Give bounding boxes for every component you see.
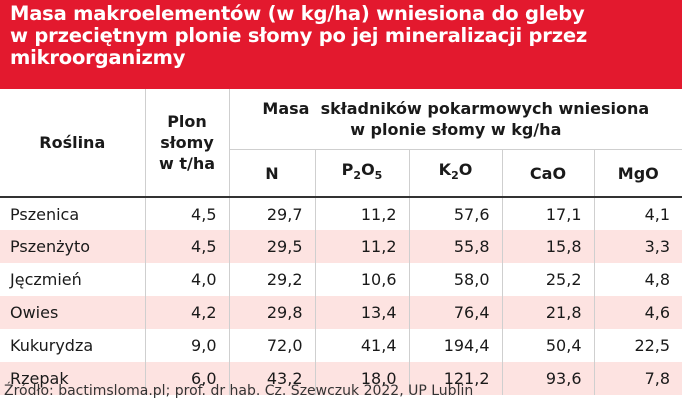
cell-mgo: 4,6: [593, 296, 682, 329]
cell-mgo: 4,1: [593, 197, 682, 230]
cell-cao: 50,4: [501, 329, 594, 362]
cell-yield: 6,0: [144, 362, 229, 395]
cell-crop: Pszenżyto: [0, 230, 145, 263]
cell-mgo: 22,5: [593, 329, 682, 362]
cell-n: 29,5: [228, 230, 315, 263]
table-row: Jęczmień 4,0 29,2 10,6 58,0 25,2 4,8: [0, 263, 682, 296]
cell-crop: Kukurydza: [10, 336, 94, 355]
k2o-sub-2: 2: [451, 169, 459, 183]
cell-yield: 9,0: [144, 329, 229, 362]
table-row: Kukurydza 9,0 72,0 41,4 194,4 50,4 22,5: [0, 329, 682, 362]
cell-cao: 93,6: [501, 362, 594, 395]
cell-p2o5: 11,2: [314, 197, 409, 230]
table-row: Pszenżyto 4,5 29,5 11,2 55,8 15,8 3,3: [0, 230, 682, 263]
cell-yield: 4,2: [144, 296, 229, 329]
cell-cao: 15,8: [501, 230, 594, 263]
title-line-3: mikroorganizmy: [10, 46, 186, 69]
cell-yield: 4,5: [144, 230, 229, 263]
header-row-2: N P2O5 K2O CaO MgO: [0, 149, 682, 198]
header-k2o: K2O: [408, 149, 502, 198]
cell-crop: Pszenica: [10, 204, 80, 224]
header-mass-line-2: w plonie słomy w kg/ha: [350, 120, 562, 139]
k2o-k: K: [438, 160, 452, 180]
cell-p2o5: 11,2: [314, 230, 409, 263]
header-mass: Masa składników pokarmowych wniesiona w …: [228, 89, 682, 150]
p2o5-sub-2: 2: [353, 169, 362, 183]
header-cao: CaO: [501, 149, 594, 198]
cell-p2o5: 41,4: [314, 329, 409, 362]
source-note: Źródło: bactimsloma.pl; prof. dr hab. Cz…: [4, 383, 474, 399]
header-yield-line-3: w t/ha: [158, 154, 216, 173]
header-row-1: Roślina Plon słomy w t/ha Masa składnikó…: [0, 89, 682, 198]
cell-cao: 17,1: [501, 197, 594, 230]
cell-p2o5: 13,4: [314, 296, 409, 329]
title-line-2: w przeciętnym plonie słomy po jej minera…: [10, 24, 588, 47]
cell-n: 29,8: [228, 296, 315, 329]
header-yield-line-1: Plon: [167, 112, 207, 131]
cell-mgo: 4,8: [593, 263, 682, 296]
cell-k2o: 194,4: [408, 329, 502, 362]
header-p2o5: P2O5: [314, 149, 409, 198]
cell-cao: 21,8: [501, 296, 594, 329]
cell-n: 72,0: [228, 329, 315, 362]
p2o5-p: P: [341, 160, 354, 180]
cell-k2o: 121,2: [408, 362, 502, 395]
table-row: Owies 4,2 29,8 13,4 76,4 21,8 4,6: [0, 296, 682, 329]
cell-cao: 25,2: [501, 263, 594, 296]
cell-k2o: 76,4: [408, 296, 502, 329]
p2o5-sub-5: 5: [374, 169, 383, 183]
cell-crop: Rzepak: [0, 362, 145, 395]
cell-crop: Owies: [0, 296, 145, 329]
cell-n: 43,2: [228, 362, 315, 395]
cell-yield: 4,5: [144, 197, 229, 230]
cell-mgo: 7,8: [593, 362, 682, 395]
header-yield: Plon słomy w t/ha: [144, 89, 229, 198]
cell-crop: Jęczmień: [10, 270, 82, 289]
header-n: N: [228, 149, 315, 198]
cell-mgo: 3,3: [593, 230, 682, 263]
header-crop: Roślina: [0, 89, 145, 198]
header-mgo: MgO: [593, 149, 682, 198]
cell-n: 29,7: [228, 197, 315, 230]
k2o-o: O: [458, 160, 473, 180]
table-title: Masa makroelementów (w kg/ha) wniesiona …: [0, 0, 682, 89]
cell-k2o: 55,8: [408, 230, 502, 263]
macroelements-table: Roślina Plon słomy w t/ha Masa składnikó…: [0, 89, 682, 395]
header-mass-line-1: Masa składników pokarmowych wniesiona: [262, 99, 650, 118]
p2o5-o: O: [361, 160, 375, 180]
cell-k2o: 57,6: [408, 197, 502, 230]
cell-p2o5: 10,6: [314, 263, 409, 296]
cell-k2o: 58,0: [408, 263, 502, 296]
header-yield-line-2: słomy: [160, 133, 214, 152]
table-row: Rzepak 6,0 43,2 18,0 121,2 93,6 7,8: [0, 362, 682, 395]
table-row: Pszenica 4,5 29,7 11,2 57,6 17,1 4,1: [0, 197, 682, 230]
cell-p2o5: 18,0: [314, 362, 409, 395]
title-line-1: Masa makroelementów (w kg/ha) wniesiona …: [10, 2, 585, 25]
cell-yield: 4,0: [144, 263, 229, 296]
cell-n: 29,2: [228, 263, 315, 296]
